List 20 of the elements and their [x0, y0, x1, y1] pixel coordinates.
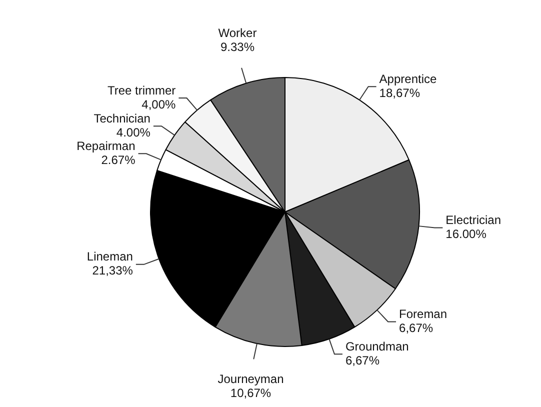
data-label: 18,67% — [379, 86, 420, 100]
data-label: 4.00% — [116, 125, 151, 140]
data-label: 9.33% — [220, 40, 255, 54]
slice-label: Repairman — [76, 138, 136, 153]
data-label: 16.00% — [446, 227, 487, 242]
data-label: 2.67% — [101, 152, 136, 167]
data-label: 6,67% — [345, 353, 380, 368]
slice-label: Groundman — [345, 339, 409, 354]
data-label: 6,67% — [399, 321, 434, 336]
slice-label: Journeyman — [218, 372, 284, 386]
slice-label: Worker — [218, 26, 257, 40]
slice-label: Foreman — [399, 307, 448, 322]
slice-label: Lineman — [86, 250, 133, 264]
slice-label: Electrician — [446, 213, 502, 228]
slice-label: Technician — [94, 111, 150, 126]
slice-label: Tree trimmer — [107, 83, 176, 98]
data-label: 4,00% — [142, 97, 176, 112]
data-label: 21,33% — [92, 264, 134, 278]
slice-label: Apprentice — [379, 72, 437, 86]
data-label: 10,67% — [230, 386, 272, 400]
